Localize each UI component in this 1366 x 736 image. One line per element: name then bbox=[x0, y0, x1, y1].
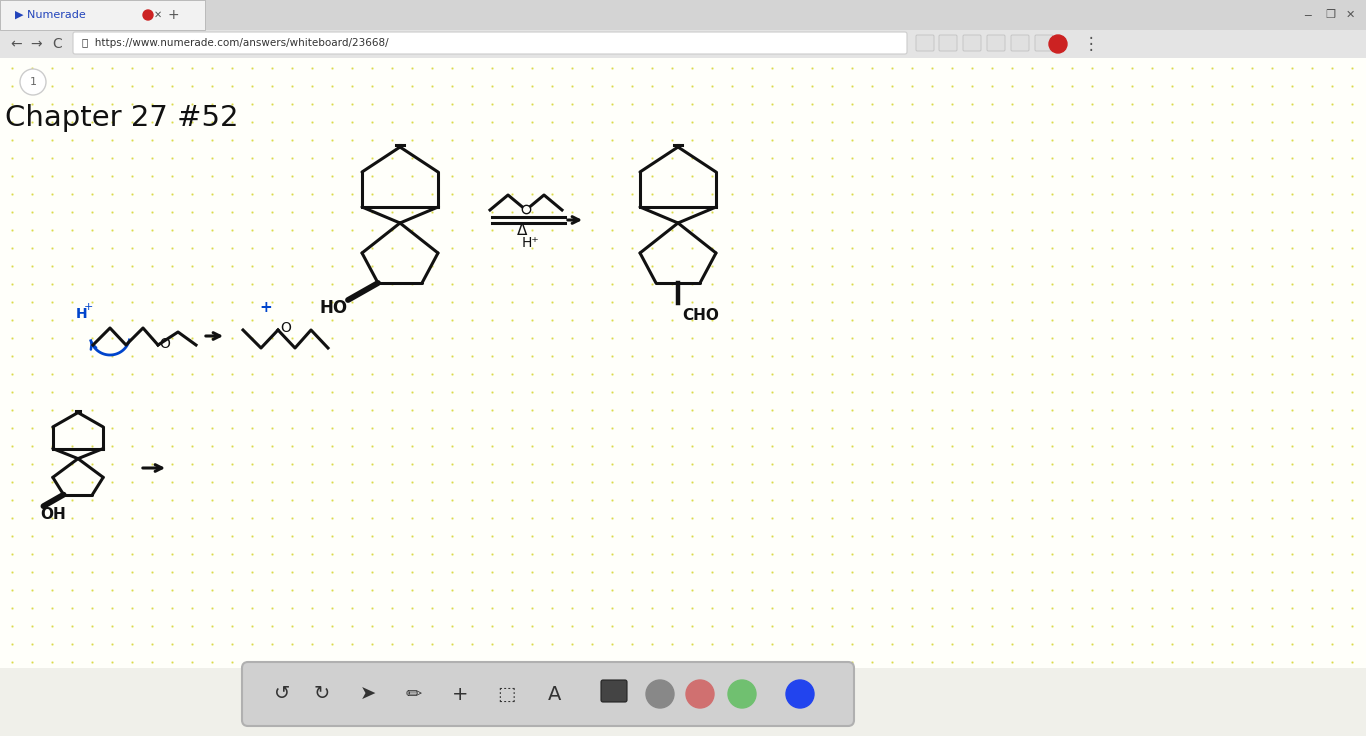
FancyBboxPatch shape bbox=[938, 35, 958, 51]
Text: CHO: CHO bbox=[682, 308, 719, 322]
Circle shape bbox=[143, 10, 153, 20]
Text: OH: OH bbox=[41, 507, 67, 523]
Text: ⋮: ⋮ bbox=[1083, 35, 1100, 53]
FancyBboxPatch shape bbox=[0, 0, 205, 30]
Text: HO: HO bbox=[320, 299, 348, 317]
Circle shape bbox=[728, 680, 755, 708]
Text: ↻: ↻ bbox=[314, 684, 331, 704]
Text: ✕: ✕ bbox=[1346, 10, 1355, 20]
Text: Δ: Δ bbox=[516, 223, 527, 238]
Bar bbox=[0, 0, 1366, 30]
FancyBboxPatch shape bbox=[1035, 35, 1053, 51]
Text: ❒: ❒ bbox=[1325, 10, 1335, 20]
Text: 1: 1 bbox=[30, 77, 37, 87]
Text: ▶ Numerade: ▶ Numerade bbox=[15, 10, 86, 20]
Text: O: O bbox=[158, 337, 169, 351]
Circle shape bbox=[1049, 35, 1067, 53]
FancyBboxPatch shape bbox=[1011, 35, 1029, 51]
Circle shape bbox=[646, 680, 673, 708]
Text: ⬚: ⬚ bbox=[497, 684, 515, 704]
Text: ─: ─ bbox=[1305, 10, 1311, 20]
Bar bbox=[0, 30, 1366, 58]
Text: ➤: ➤ bbox=[359, 684, 376, 704]
Text: H: H bbox=[76, 307, 87, 321]
Circle shape bbox=[785, 680, 814, 708]
Text: +: + bbox=[83, 302, 93, 312]
Text: H⁺: H⁺ bbox=[522, 236, 538, 250]
Circle shape bbox=[20, 69, 46, 95]
Text: C: C bbox=[52, 37, 61, 51]
FancyBboxPatch shape bbox=[963, 35, 981, 51]
Text: O: O bbox=[280, 321, 291, 335]
FancyBboxPatch shape bbox=[988, 35, 1005, 51]
Text: 🔒  https://www.numerade.com/answers/whiteboard/23668/: 🔒 https://www.numerade.com/answers/white… bbox=[82, 38, 388, 49]
FancyBboxPatch shape bbox=[917, 35, 934, 51]
Text: ←: ← bbox=[10, 37, 22, 51]
Text: +: + bbox=[452, 684, 469, 704]
Text: →: → bbox=[30, 37, 41, 51]
Text: A: A bbox=[548, 684, 561, 704]
FancyBboxPatch shape bbox=[72, 32, 907, 54]
Text: +: + bbox=[167, 8, 179, 22]
Circle shape bbox=[686, 680, 714, 708]
Text: Chapter 27 #52: Chapter 27 #52 bbox=[5, 104, 239, 132]
Text: +: + bbox=[260, 300, 272, 315]
Text: ✕: ✕ bbox=[154, 10, 163, 20]
Bar bbox=[0, 58, 1366, 668]
Text: ↺: ↺ bbox=[273, 684, 290, 704]
Text: ✏: ✏ bbox=[406, 684, 422, 704]
FancyBboxPatch shape bbox=[242, 662, 854, 726]
FancyBboxPatch shape bbox=[601, 680, 627, 702]
